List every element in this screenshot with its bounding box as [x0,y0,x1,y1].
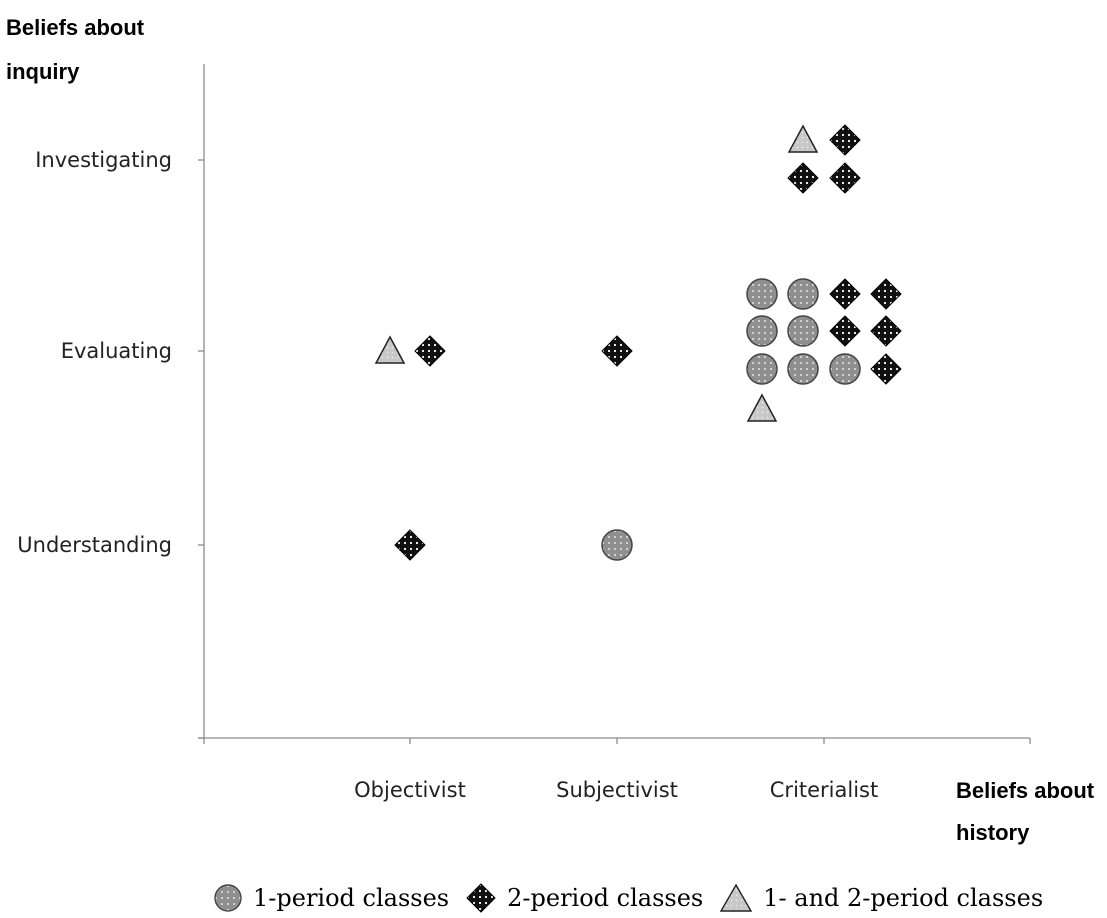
legend-label-2-period: 2-period classes [507,884,704,912]
x-tick-labels: Objectivist Subjectivist Criterialist [354,778,878,802]
data-point-diamond [870,278,902,310]
data-point-circle [787,278,819,310]
y-axis-title: Beliefs about inquiry [6,6,144,94]
chart-legend: 1-period classes 2-period classes 1- and… [213,878,1059,918]
data-point-diamond [829,124,861,156]
legend-label-1-and-2-period: 1- and 2-period classes [763,884,1044,912]
y-tick-label: Investigating [35,148,172,172]
data-point-diamond [870,353,902,385]
x-axis-title-line-2: history [956,820,1030,845]
triangle-marker-icon [720,883,753,912]
legend-label-1-period: 1-period classes [253,884,450,912]
x-axis-title: Beliefs about history [956,770,1094,854]
x-tick-label: Criterialist [770,778,878,802]
data-point-circle [829,353,861,385]
data-point-circle [601,529,633,561]
y-tick-label: Understanding [17,533,172,557]
data-point-triangle [787,124,819,153]
data-point-diamond [829,315,861,347]
diamond-marker-icon [466,883,496,913]
data-point-diamond [829,278,861,310]
data-point-triangle [746,393,778,422]
y-axis-title-line-2: inquiry [6,59,80,84]
data-point-diamond [870,315,902,347]
y-tick-label: Evaluating [61,339,172,363]
x-axis-title-line-1: Beliefs about [956,778,1095,803]
x-tick-label: Objectivist [354,778,466,802]
legend-item-1-period: 1-period classes [213,883,449,913]
data-point-circle [746,278,778,310]
data-point-diamond [787,162,819,194]
data-point-triangle [374,335,406,364]
data-point-circle [787,315,819,347]
data-point-circle [746,315,778,347]
data-point-circle [746,353,778,385]
data-point-circle [787,353,819,385]
circle-marker-icon [214,884,242,912]
data-point-diamond [414,335,446,367]
data-point-diamond [829,162,861,194]
legend-item-2-period: 2-period classes [465,882,703,914]
axis-ticks [198,159,1031,744]
x-tick-label: Subjectivist [556,778,678,802]
legend-item-1-and-2-period: 1- and 2-period classes [719,883,1043,913]
scatter-chart: Understanding Evaluating Investigating Obj… [17,64,1031,802]
data-point-diamond [394,529,426,561]
data-point-diamond [601,335,633,367]
y-axis-title-line-1: Beliefs about [6,15,145,40]
y-tick-labels: Understanding Evaluating Investigating [17,148,172,557]
data-points [374,124,902,561]
